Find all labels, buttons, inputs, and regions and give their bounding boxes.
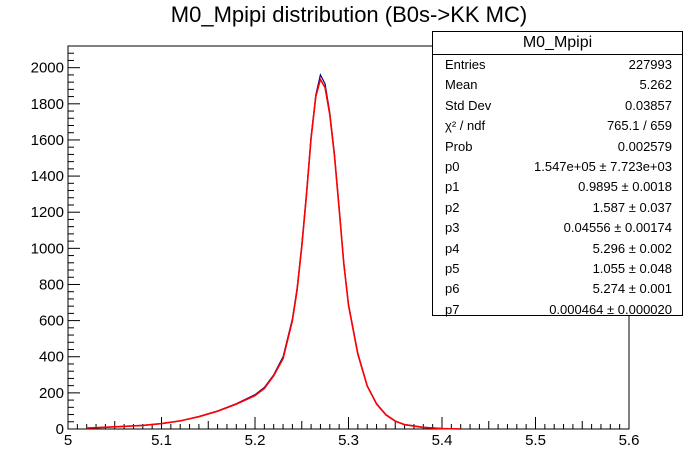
- stats-row: Mean 5.262: [433, 75, 682, 95]
- stats-value: 1.055 ± 0.048: [592, 260, 672, 276]
- stats-label: p5: [445, 260, 460, 276]
- axes: 5 5.1 5.2 5.3 5.4 5.5 5.6 0 200 400 600 800 1000 1200…: [31, 45, 640, 449]
- stats-row: p3 0.04556 ± 0.00174: [433, 218, 682, 238]
- stats-label: p4: [445, 240, 460, 256]
- stats-row: p2 1.587 ± 0.037: [433, 198, 682, 218]
- stats-row: p6 5.274 ± 0.001: [433, 279, 682, 299]
- y-tick-label: 1600: [31, 132, 64, 149]
- stats-label: p7: [445, 301, 460, 317]
- stats-value: 0.9895 ± 0.0018: [578, 179, 672, 195]
- fit-curve: [86, 77, 461, 430]
- x-tick-label: 5.3: [338, 432, 359, 449]
- stats-value: 5.274 ± 0.001: [592, 281, 672, 297]
- x-tick-label: 5.6: [619, 432, 640, 449]
- stats-box: M0_Mpipi Entries 227993 Mean 5.262 Std Dev 0.…: [432, 31, 683, 317]
- stats-row: p5 1.055 ± 0.048: [433, 259, 682, 279]
- y-tick-label: 200: [39, 385, 64, 402]
- series-group: [86, 73, 461, 430]
- y-tick-label: 1800: [31, 96, 64, 113]
- stats-row: Std Dev 0.03857: [433, 96, 682, 116]
- stats-label: χ² / ndf: [445, 118, 486, 134]
- y-tick-label: 600: [39, 313, 64, 330]
- stats-value: 5.296 ± 0.002: [592, 240, 672, 256]
- x-tick-label: 5.5: [525, 432, 546, 449]
- stats-header: M0_Mpipi: [433, 32, 682, 55]
- chart-title: M0_Mpipi distribution (B0s->KK MC): [171, 2, 527, 27]
- stats-label: Std Dev: [445, 97, 492, 113]
- stats-row: χ² / ndf 765.1 / 659: [433, 116, 682, 136]
- y-tick-label: 1200: [31, 204, 64, 221]
- stats-label: p0: [445, 158, 460, 174]
- stats-value: 1.587 ± 0.037: [592, 199, 672, 215]
- stats-value: 227993: [628, 57, 672, 72]
- stats-label: p1: [445, 179, 460, 195]
- stats-value: 0.03857: [625, 97, 672, 113]
- y-tick-label: 1000: [31, 240, 64, 257]
- x-tick-label: 5.2: [245, 432, 266, 449]
- stats-value: 0.04556 ± 0.00174: [563, 220, 672, 236]
- stats-value: 1.547e+05 ± 7.723e+03: [534, 158, 672, 174]
- stats-value: 0.002579: [617, 138, 672, 154]
- stats-label: Entries: [445, 57, 486, 72]
- x-tick-label: 5: [64, 432, 72, 449]
- stats-value: 0.000464 ± 0.000020: [549, 301, 672, 317]
- x-tick-label: 5.1: [151, 432, 172, 449]
- stats-row: Entries 227993: [433, 55, 682, 75]
- y-tick-label: 2000: [31, 60, 64, 77]
- stats-label: p3: [445, 220, 460, 236]
- stats-rows: Entries 227993 Mean 5.262 Std Dev 0.03857 χ² /…: [433, 55, 682, 320]
- stats-label: Mean: [445, 77, 478, 93]
- stats-row: p1 0.9895 ± 0.0018: [433, 177, 682, 197]
- stats-row: p4 5.296 ± 0.002: [433, 239, 682, 259]
- x-tick-label: 5.4: [432, 432, 453, 449]
- stats-value: 5.262: [639, 77, 672, 93]
- stats-label: p6: [445, 281, 460, 297]
- stats-value: 765.1 / 659: [606, 118, 672, 134]
- y-tick-label: 0: [56, 421, 64, 438]
- stats-label: p2: [445, 199, 460, 215]
- stats-row: Prob 0.002579: [433, 137, 682, 157]
- y-tick-label: 400: [39, 349, 64, 366]
- y-tick-label: 800: [39, 276, 64, 293]
- y-tick-label: 1400: [31, 168, 64, 185]
- stats-row: p0 1.547e+05 ± 7.723e+03: [433, 157, 682, 177]
- stats-label: Prob: [445, 138, 473, 154]
- stats-row: p7 0.000464 ± 0.000020: [433, 300, 682, 320]
